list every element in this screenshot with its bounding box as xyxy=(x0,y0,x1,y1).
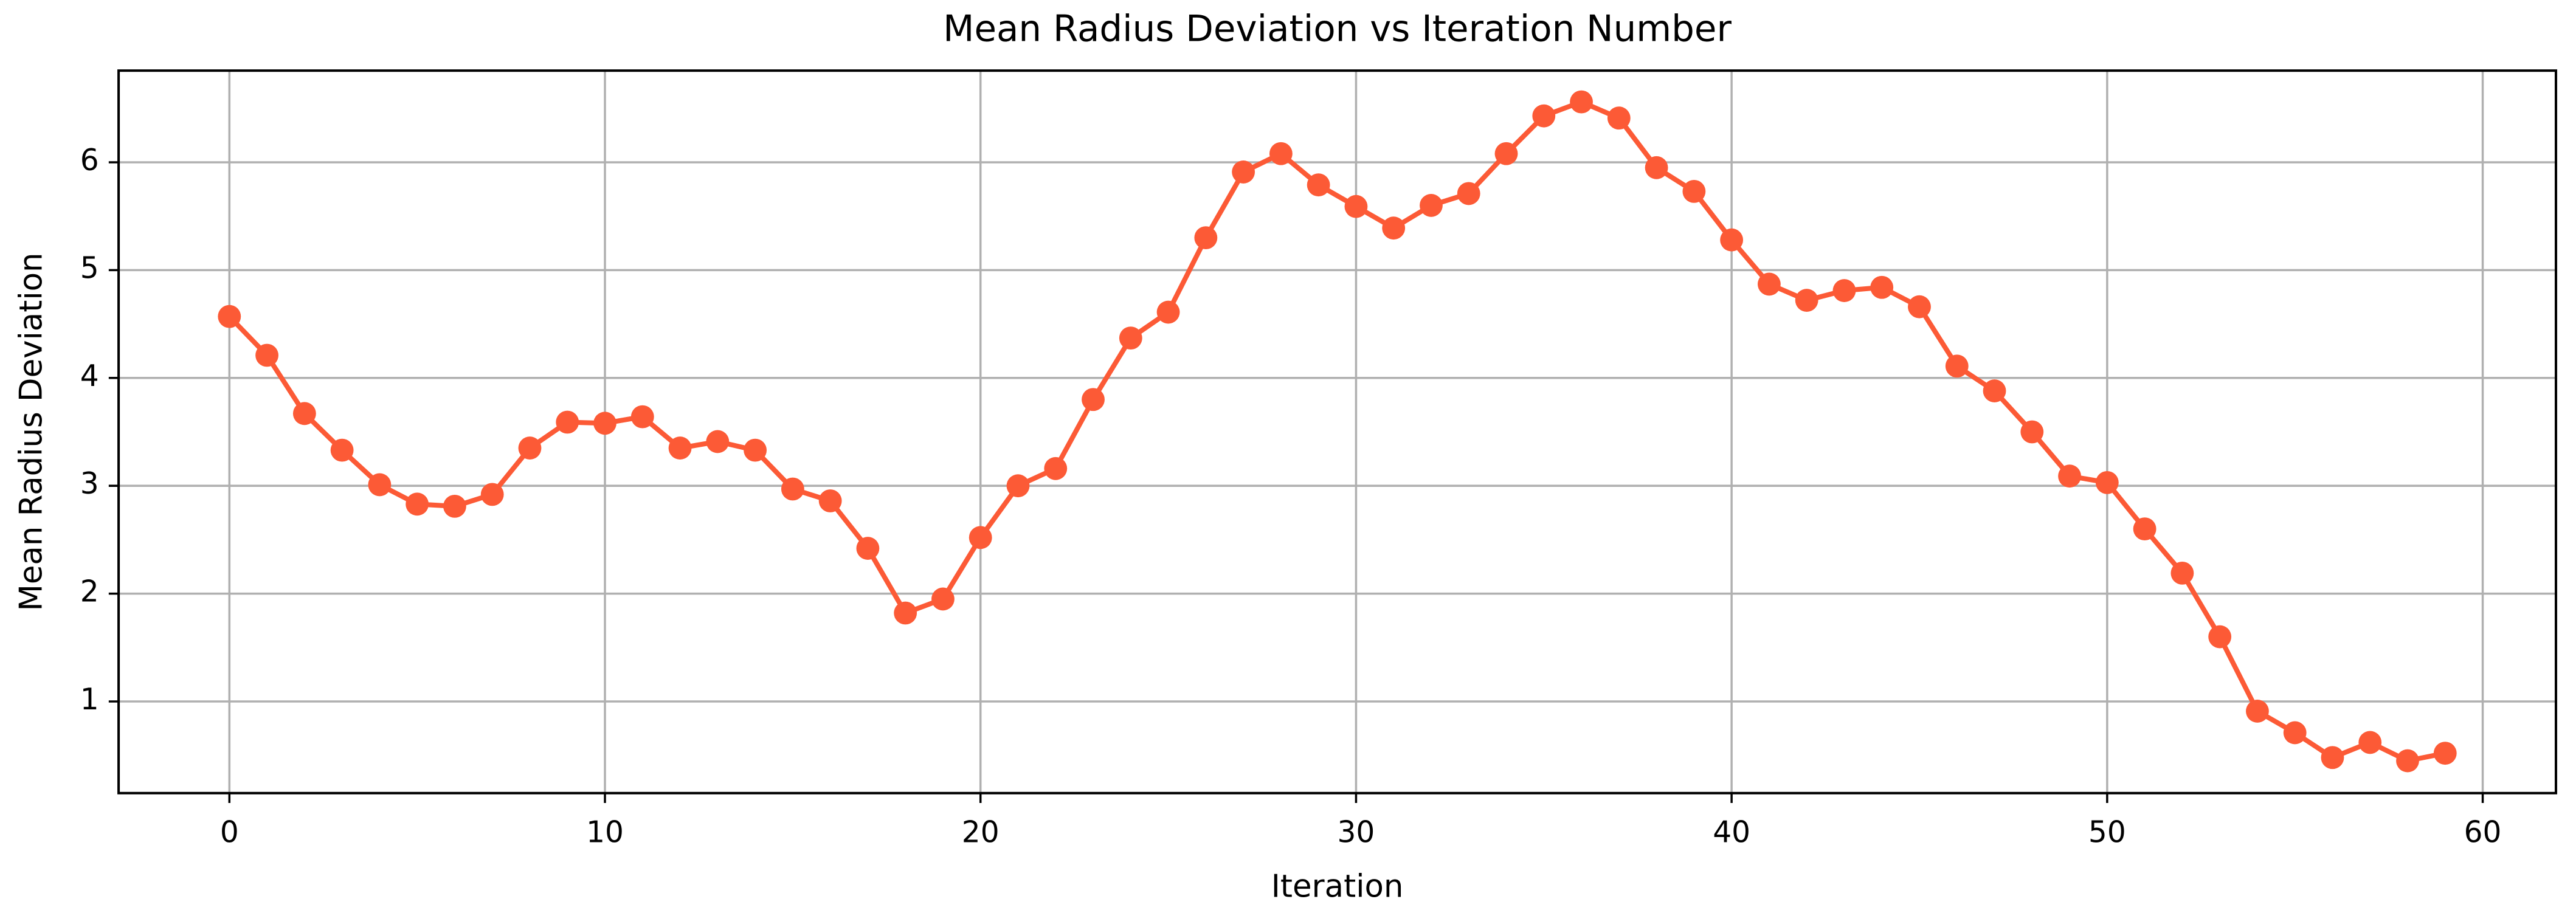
data-point xyxy=(1382,216,1406,240)
data-point xyxy=(1870,275,1894,299)
x-tick-label: 20 xyxy=(962,815,1000,849)
data-point xyxy=(1420,194,1443,217)
data-point xyxy=(818,489,842,512)
data-point xyxy=(1532,104,1556,128)
plot-frame xyxy=(117,69,2558,794)
x-tick-label: 0 xyxy=(220,815,239,849)
data-point xyxy=(2433,742,2457,765)
data-point xyxy=(2058,464,2081,488)
data-point xyxy=(518,436,542,460)
x-axis-label: Iteration xyxy=(1271,868,1404,904)
data-point xyxy=(2321,746,2344,770)
x-tick-label: 40 xyxy=(1713,815,1750,849)
data-point xyxy=(1119,326,1142,350)
data-point xyxy=(406,492,429,516)
data-point xyxy=(1044,456,1068,480)
data-point xyxy=(706,430,730,453)
data-point xyxy=(931,587,955,611)
data-point xyxy=(593,412,616,435)
data-point xyxy=(630,405,654,429)
data-point xyxy=(1494,142,1518,165)
data-point xyxy=(894,601,917,625)
data-point xyxy=(2246,700,2269,723)
data-point xyxy=(1082,388,1105,412)
data-point xyxy=(1194,226,1218,250)
y-tick-label: 5 xyxy=(80,251,99,285)
data-point xyxy=(2208,625,2232,649)
data-point xyxy=(969,526,992,550)
data-point xyxy=(856,537,880,560)
x-tick-label: 30 xyxy=(1337,815,1375,849)
y-tick-label: 6 xyxy=(80,143,99,177)
data-point xyxy=(2133,517,2156,541)
data-point xyxy=(1757,272,1781,296)
data-point xyxy=(668,436,692,460)
data-point xyxy=(1457,182,1480,205)
y-tick-label: 4 xyxy=(80,359,99,393)
data-point xyxy=(292,402,316,425)
y-tick-label: 2 xyxy=(80,575,99,609)
data-point xyxy=(1908,295,1931,319)
data-point xyxy=(1156,300,1180,324)
data-point xyxy=(2170,561,2194,585)
data-point xyxy=(1832,279,1856,302)
data-point xyxy=(1682,179,1706,203)
data-point xyxy=(556,410,579,434)
data-point xyxy=(1983,379,2006,402)
data-point xyxy=(480,483,504,506)
data-point xyxy=(1645,156,1668,179)
data-point xyxy=(744,438,767,462)
data-point xyxy=(2358,731,2382,754)
data-point xyxy=(1720,228,1744,252)
x-tick-label: 60 xyxy=(2464,815,2502,849)
data-point xyxy=(1795,289,1818,312)
x-tick-label: 10 xyxy=(586,815,624,849)
data-point xyxy=(2095,470,2119,494)
data-point xyxy=(1269,142,1293,165)
y-tick-label: 3 xyxy=(80,467,99,501)
data-point xyxy=(1570,90,1593,114)
y-axis-label: Mean Radius Deviation xyxy=(13,253,50,612)
data-point xyxy=(443,494,466,518)
data-point xyxy=(1344,195,1368,218)
data-point xyxy=(368,473,392,497)
data-point xyxy=(1307,173,1330,197)
data-point xyxy=(218,305,241,328)
y-tick-label: 1 xyxy=(80,683,99,717)
data-point xyxy=(255,343,278,367)
x-tick-label: 50 xyxy=(2088,815,2126,849)
data-point xyxy=(1945,354,1969,378)
data-point xyxy=(1006,474,1030,498)
data-point xyxy=(781,477,804,501)
data-point xyxy=(330,438,354,462)
data-point xyxy=(2020,420,2044,444)
data-point xyxy=(2396,749,2419,773)
data-point xyxy=(1607,106,1631,130)
data-point xyxy=(1232,160,1255,184)
chart-title: Mean Radius Deviation vs Iteration Numbe… xyxy=(943,8,1732,50)
data-point xyxy=(2283,721,2307,745)
